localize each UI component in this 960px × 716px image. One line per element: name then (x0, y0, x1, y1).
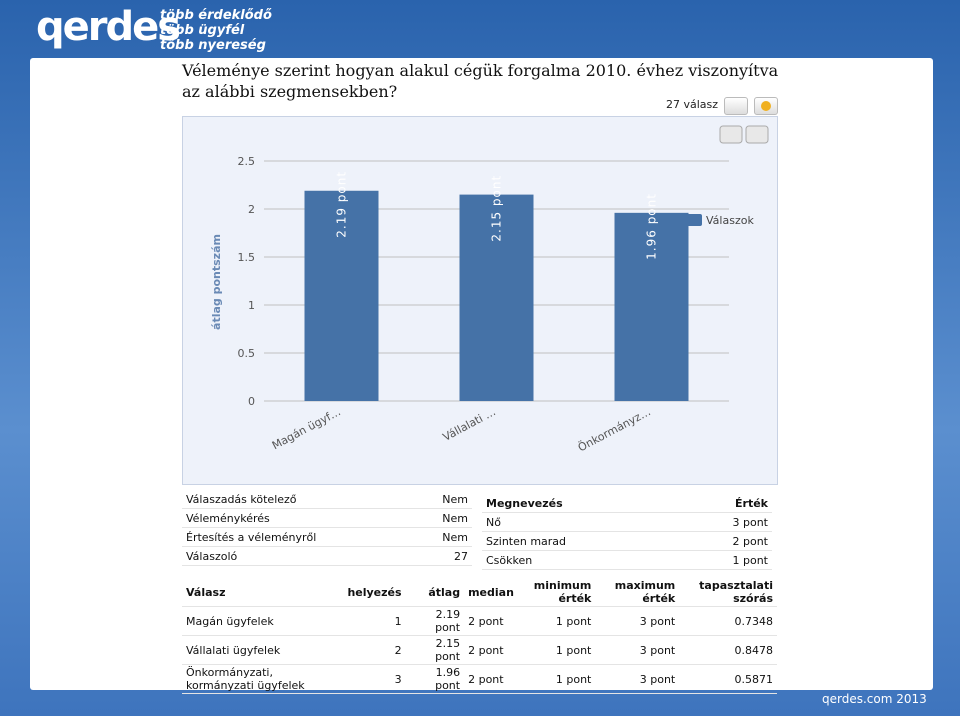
cell: 1 pont (522, 635, 596, 665)
stats-table: Válasz helyezés átlag median minimum érték ma… (182, 578, 777, 694)
slogan: több érdeklődő több ügyfél több nyereség (160, 8, 272, 53)
header-row: Megnevezés Érték (482, 494, 772, 513)
y-tick-label: 2.5 (238, 155, 256, 168)
value-label: 1.96 pont (645, 193, 659, 260)
cell: 2 pont (464, 606, 523, 636)
cell: Nem (415, 508, 472, 528)
slogan-line: több nyereség (160, 38, 266, 53)
cell: 3 pont (595, 635, 680, 665)
header-row: Válasz helyezés átlag median minimum érték ma… (182, 578, 777, 607)
y-tick-label: 1 (248, 299, 255, 312)
cell: Véleménykérés (182, 508, 416, 528)
header-cell: maximum érték (595, 578, 680, 607)
cell: 3 pont (676, 512, 772, 532)
cell: 2 pont (676, 531, 772, 551)
cell: Válaszoló (182, 546, 416, 566)
y-axis-title: átlag pontszám (210, 234, 223, 330)
cell: 2 pont (464, 664, 523, 694)
row: Magán ügyfelek 1 2.19 pont 2 pont 1 pont 3 po… (182, 606, 777, 636)
y-tick-label: 0.5 (238, 347, 256, 360)
cell: 0.8478 (679, 635, 777, 665)
cell: Vállalati ügyfelek (182, 635, 340, 665)
question: Véleménye szerint hogyan alakul cégük fo… (182, 61, 779, 101)
bar-view-button[interactable] (724, 97, 748, 115)
bar (614, 212, 689, 401)
footer: qerdes.com 2013 (822, 692, 927, 706)
cell: Értesítés a véleményről (182, 527, 416, 547)
slogan-line: több ügyfél (160, 23, 245, 38)
value-label: 2.19 pont (335, 171, 349, 238)
bar (459, 194, 534, 401)
cell: 1 pont (522, 606, 596, 636)
slogan-line: több érdeklődő (160, 8, 272, 23)
cell: 3 pont (595, 664, 680, 694)
logo: qerdes (36, 4, 181, 50)
cell: Nem (415, 490, 472, 509)
cell: 2 pont (464, 635, 523, 665)
cell: 1.96 pont (405, 664, 465, 694)
cell: 0.7348 (679, 606, 777, 636)
row: Szinten marad 2 pont (482, 531, 772, 551)
cell: 1 (339, 606, 406, 636)
row: Vállalati ügyfelek 2 2.15 pont 2 pont 1 pont… (182, 635, 777, 665)
print-button[interactable] (719, 125, 743, 144)
cell: 3 (339, 664, 406, 694)
header-cell: tapasztalati szórás (679, 578, 777, 607)
row: Önkormányzati, kormányzati ügyfelek 3 1.96… (182, 664, 777, 694)
y-tick-label: 2 (248, 203, 255, 216)
header-cell: minimum érték (522, 578, 596, 607)
row: Csökken 1 pont (482, 550, 772, 570)
y-tick-label: 0 (248, 395, 255, 408)
cell: 0.5871 (679, 664, 777, 694)
cell: Csökken (482, 550, 677, 570)
response-count: 27 válasz (666, 98, 719, 111)
row: Véleménykérés Nem (182, 508, 472, 528)
row: Nő 3 pont (482, 512, 772, 532)
header-cell: Válasz (182, 578, 340, 607)
header-cell: helyezés (339, 578, 406, 607)
row: Értesítés a véleményről Nem (182, 527, 472, 547)
values-table: Megnevezés Érték Nő 3 pont Szinten marad 2 po… (482, 494, 772, 570)
cell: Nő (482, 512, 677, 532)
cell: Önkormányzati, kormányzati ügyfelek (182, 664, 340, 694)
y-tick-label: 1.5 (238, 251, 256, 264)
row: Válaszadás kötelező Nem (182, 490, 472, 509)
cell: Magán ügyfelek (182, 606, 340, 636)
cell: 2 (339, 635, 406, 665)
row: Válaszoló 27 (182, 546, 472, 566)
cell: 27 (415, 546, 472, 566)
settings-table: Válaszadás kötelező Nem Véleménykérés Nem Ér… (182, 490, 472, 566)
header-cell: median (464, 578, 523, 607)
download-button[interactable] (745, 125, 769, 144)
header-cell: átlag (405, 578, 465, 607)
cell: Válaszadás kötelező (182, 490, 416, 509)
cell: Szinten marad (482, 531, 677, 551)
cell: 3 pont (595, 606, 680, 636)
cell: 1 pont (676, 550, 772, 570)
header-cell: Érték (676, 494, 772, 513)
cell: 1 pont (522, 664, 596, 694)
legend-swatch (686, 214, 702, 226)
cell: Nem (415, 527, 472, 547)
pie-view-button[interactable] (754, 97, 778, 115)
value-label: 2.15 pont (490, 175, 504, 242)
cell: 2.19 pont (405, 606, 465, 636)
cell: 2.15 pont (405, 635, 465, 665)
legend-label: Válaszok (706, 214, 754, 227)
header-cell: Megnevezés (482, 494, 677, 513)
bar (304, 190, 379, 401)
